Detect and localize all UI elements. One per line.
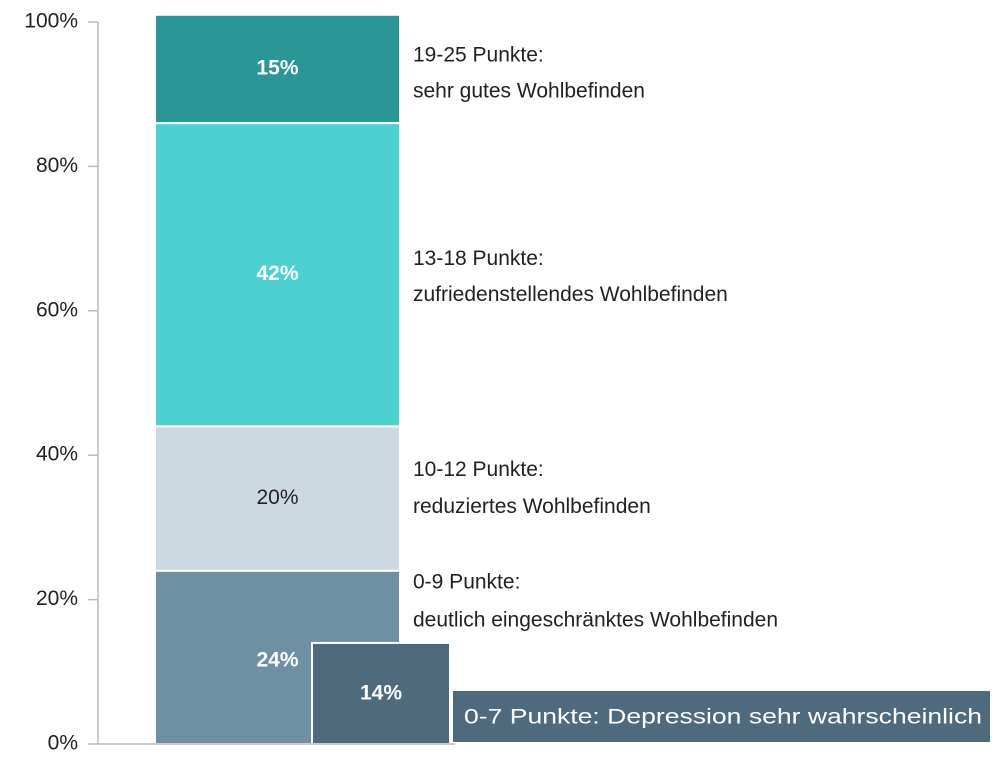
inset-label: 0-7 Punkte: Depression sehr wahrscheinli… [464, 706, 982, 729]
y-tick-label: 20% [36, 587, 78, 610]
segment-label: 0-9 Punkte: [413, 570, 520, 593]
segment-description: sehr gutes Wohlbefinden [413, 79, 645, 102]
y-tick-label: 60% [36, 298, 78, 321]
segment-label: 13-18 Punkte: [413, 247, 544, 270]
segment-description: reduziertes Wohlbefinden [413, 495, 651, 518]
bar-segment [154, 122, 401, 428]
segment-description: deutlich eingeschränktes Wohlbefinden [413, 608, 778, 631]
value-label: 24% [256, 649, 298, 672]
segment-description: zufriedenstellendes Wohlbefinden [413, 283, 728, 306]
bar-segment [154, 425, 401, 572]
value-label: 20% [256, 486, 298, 509]
inset-label-box [453, 691, 990, 742]
segment-label: 10-12 Punkte: [413, 458, 544, 481]
y-tick-label: 80% [36, 154, 78, 177]
bar-segment [154, 13, 401, 125]
value-label: 15% [256, 56, 298, 79]
inset-value-label: 14% [360, 682, 402, 705]
inset-bar [311, 641, 451, 745]
y-tick-label: 0% [48, 732, 78, 755]
segment-label: 19-25 Punkte: [413, 43, 544, 66]
value-label: 42% [256, 262, 298, 285]
y-tick-label: 40% [36, 443, 78, 466]
y-tick-label: 100% [24, 10, 78, 33]
